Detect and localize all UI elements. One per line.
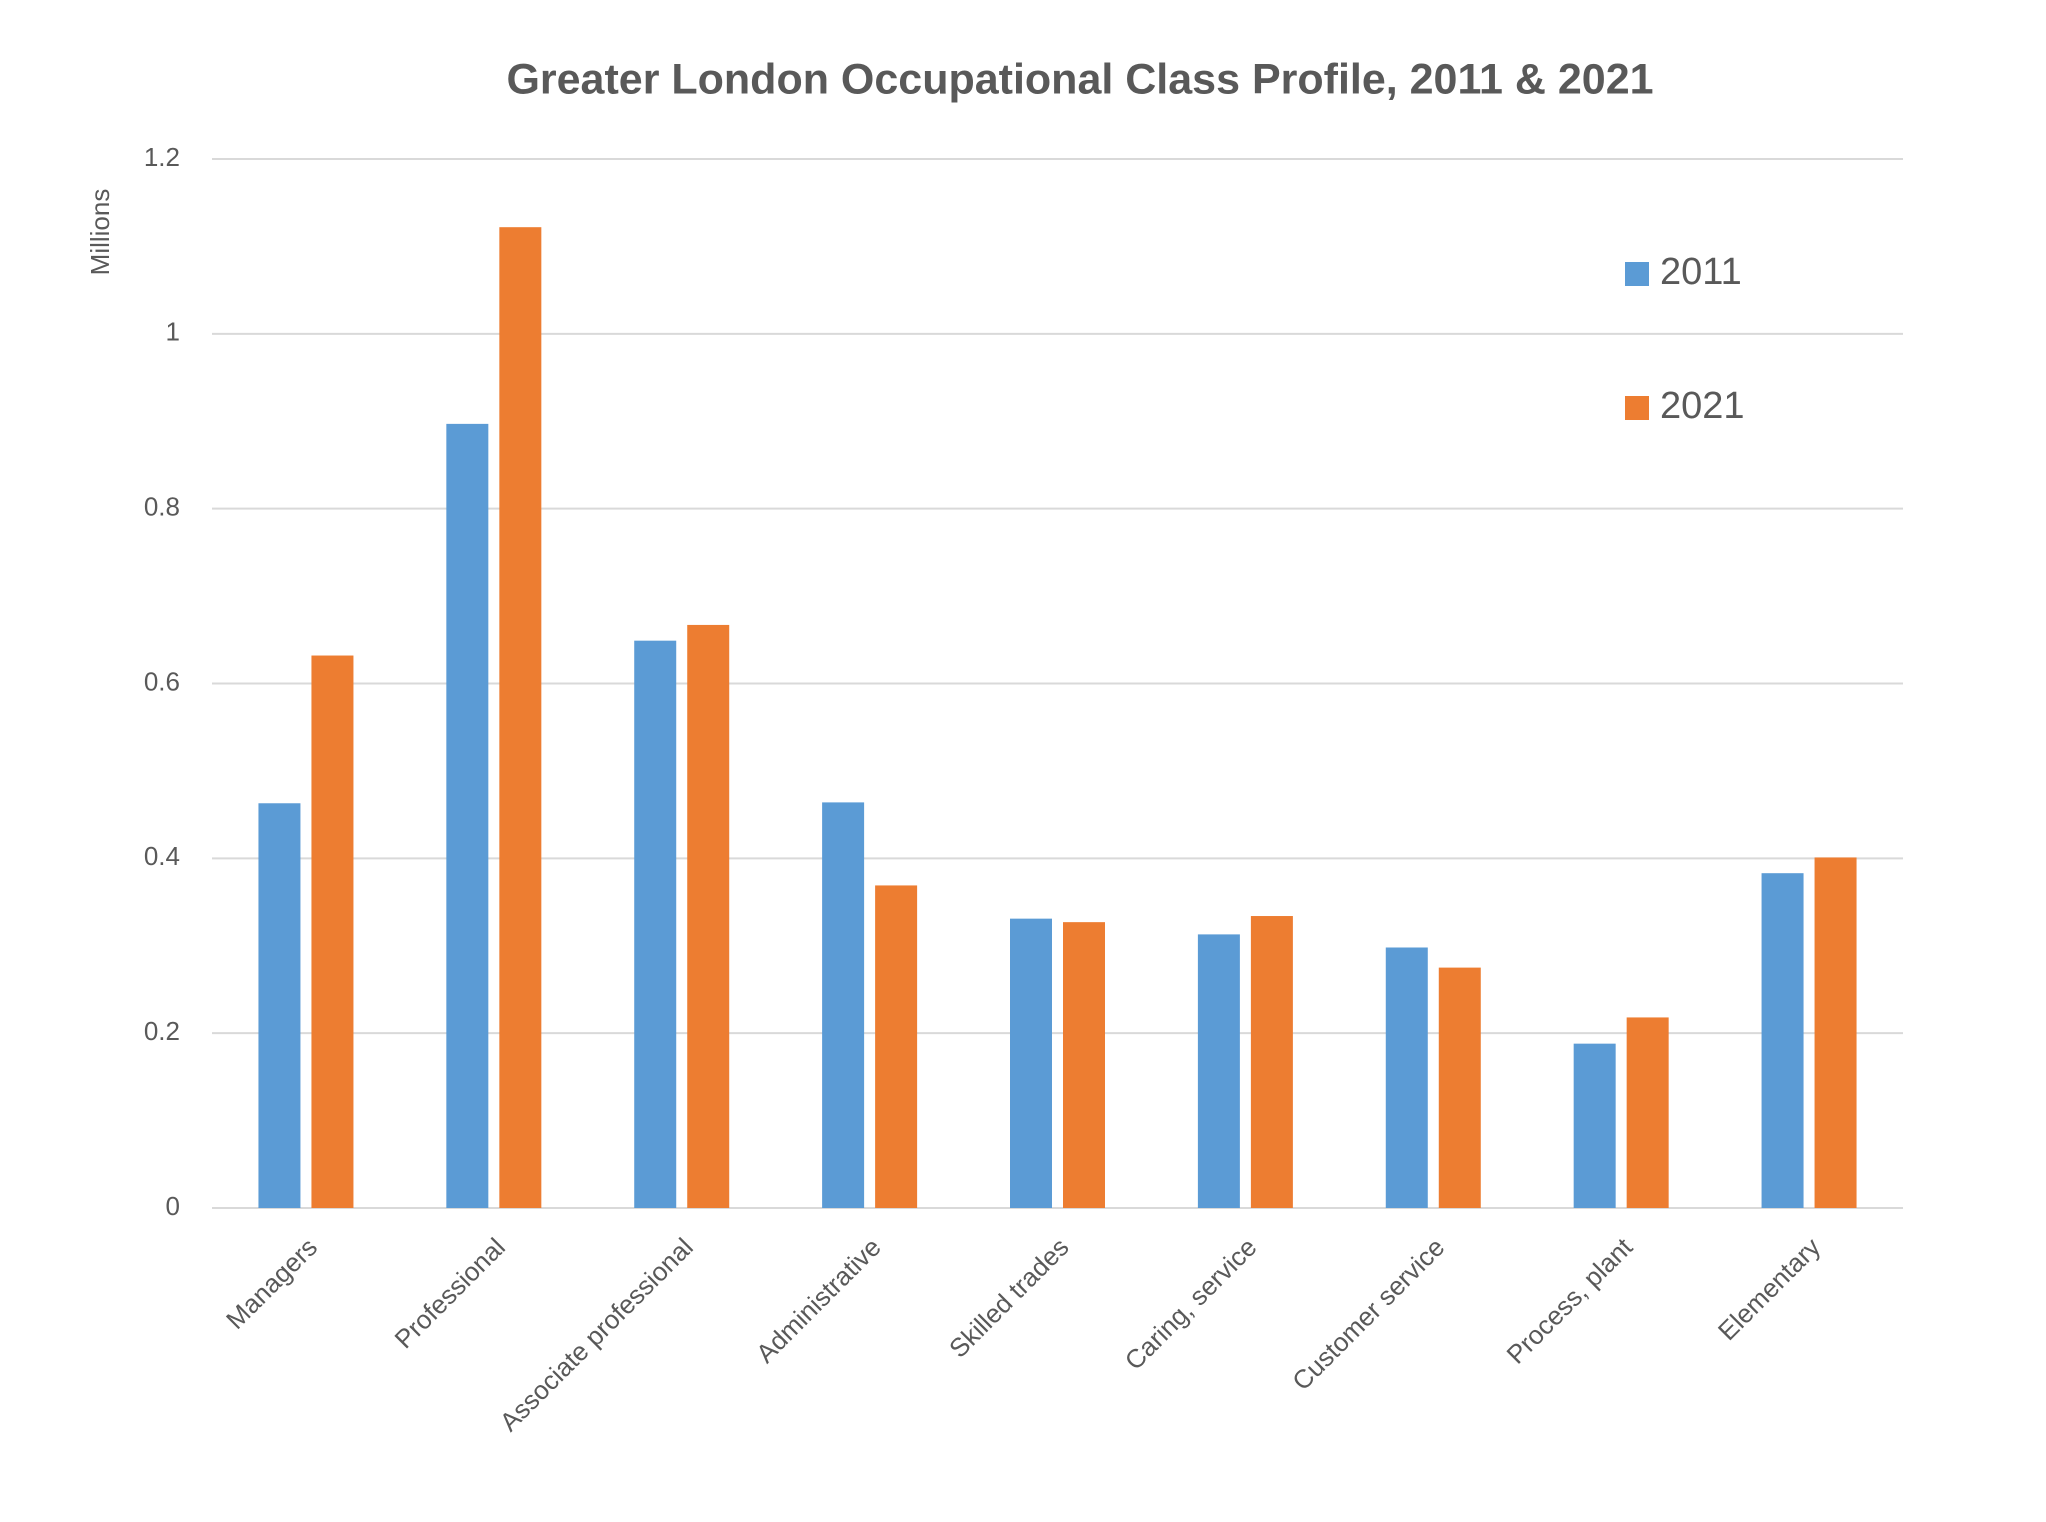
y-tick-label: 1 <box>166 317 180 347</box>
bar <box>1761 873 1804 1208</box>
legend-swatch <box>1625 396 1649 420</box>
legend-swatch <box>1625 262 1649 286</box>
bar <box>258 803 301 1208</box>
y-tick-label: 0.4 <box>144 841 180 871</box>
bar <box>687 624 730 1208</box>
bar <box>1626 1017 1669 1208</box>
bar <box>1197 934 1240 1208</box>
bar <box>1010 918 1052 1208</box>
y-tick-label: 0.8 <box>144 492 180 522</box>
y-tick-label: 0.6 <box>144 666 180 696</box>
y-tick-label: 1.2 <box>144 142 180 172</box>
chart-title: Greater London Occupational Class Profil… <box>506 55 1653 103</box>
bar <box>1573 1043 1616 1208</box>
bar <box>1385 947 1428 1208</box>
bar <box>1814 857 1857 1208</box>
bar <box>1438 967 1481 1208</box>
bar <box>499 227 542 1208</box>
legend-label: 2011 <box>1660 251 1742 293</box>
bar <box>446 423 489 1208</box>
bar <box>875 885 918 1208</box>
bar <box>634 640 677 1208</box>
bar <box>822 802 865 1208</box>
bar <box>311 655 354 1208</box>
legend-label: 2021 <box>1660 385 1745 427</box>
bar <box>1063 922 1105 1208</box>
y-axis-label: Millions <box>85 189 115 276</box>
y-tick-label: 0.2 <box>144 1016 180 1046</box>
y-tick-label: 0 <box>166 1191 180 1221</box>
bar <box>1250 916 1293 1208</box>
